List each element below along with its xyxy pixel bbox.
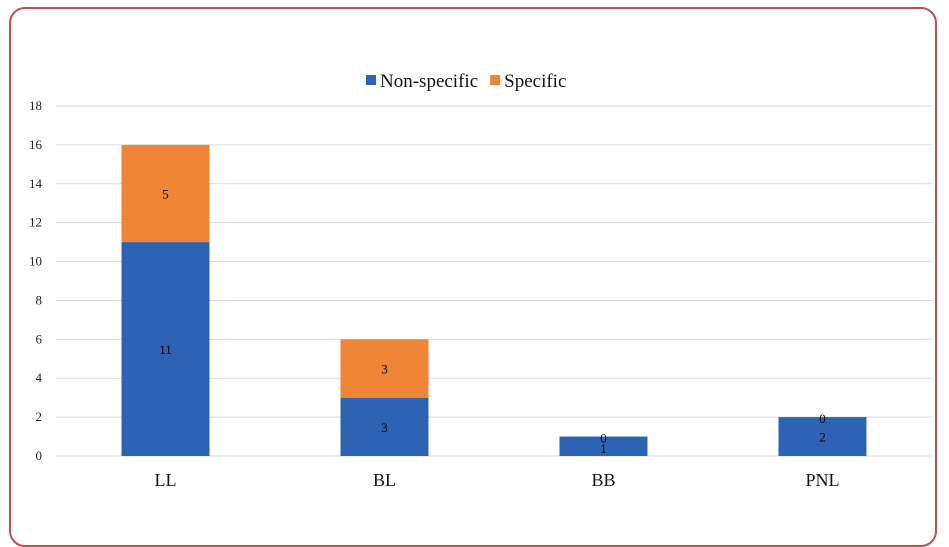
legend-swatch [366,75,376,85]
bar-specific-bl [340,339,429,398]
bar-non-specific-ll [121,242,210,456]
y-tick-label: 8 [36,292,43,307]
x-axis-categories: LL BL BB PNL [155,470,840,490]
legend: Non-specific Specific [366,71,566,92]
data-label: 11 [159,342,172,357]
bars [121,144,867,456]
y-axis-ticks: 0 2 4 6 8 10 12 14 16 18 [29,98,43,463]
legend-label: Specific [504,71,566,92]
y-tick-label: 14 [29,176,43,191]
data-label: 0 [819,411,826,426]
data-label: 2 [819,430,826,445]
data-label: 5 [162,187,169,202]
data-label: 3 [381,362,388,377]
x-category-label: LL [155,470,177,490]
y-tick-label: 6 [36,331,43,346]
bar-non-specific-pnl [778,417,867,456]
legend-label: Non-specific [380,71,478,92]
bar-non-specific-bl [340,397,429,456]
data-label: 0 [600,431,607,446]
legend-swatch [490,75,501,85]
bar-non-specific-bb [559,436,648,456]
x-category-label: BB [591,470,615,490]
y-tick-label: 0 [36,448,43,463]
y-tick-label: 2 [36,409,43,424]
y-tick-label: 18 [29,98,42,113]
x-category-label: BL [373,470,396,490]
y-tick-label: 4 [36,370,43,385]
data-label: 1 [600,441,607,456]
y-tick-label: 12 [29,215,42,230]
bar-specific-ll [121,144,210,243]
x-category-label: PNL [805,470,839,490]
data-label: 3 [381,420,388,435]
y-tick-label: 10 [29,254,42,269]
y-tick-label: 16 [29,137,43,152]
